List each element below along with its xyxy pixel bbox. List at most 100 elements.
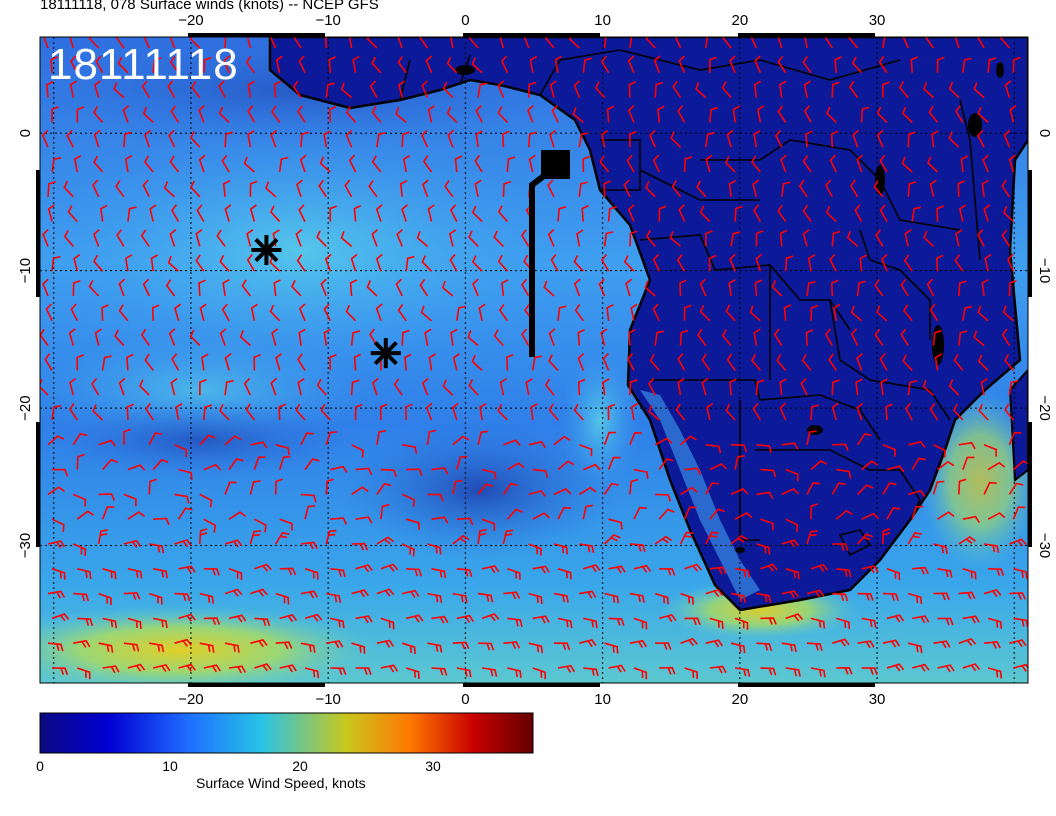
wind-barb <box>113 82 125 99</box>
wind-barb <box>547 179 555 198</box>
wind-barb <box>76 106 85 123</box>
wind-barb <box>955 105 964 123</box>
wind-barb <box>810 404 819 421</box>
wind-barb <box>850 179 859 198</box>
wind-barb <box>375 303 383 322</box>
wind-barb <box>751 155 762 173</box>
wind-barb <box>553 543 569 555</box>
wind-barb <box>124 155 133 173</box>
wind-barb <box>447 129 455 148</box>
wind-barb <box>224 588 243 597</box>
wind-barb <box>67 205 78 223</box>
wind-barb <box>190 131 201 148</box>
wind-barb <box>123 131 132 148</box>
lon-tick-label-top: −20 <box>178 12 203 29</box>
wind-barb <box>574 303 584 322</box>
wind-barb <box>958 204 967 222</box>
wind-barb <box>658 508 675 520</box>
wind-barb <box>543 280 555 297</box>
wind-barb <box>860 106 870 123</box>
wind-barb <box>475 105 483 123</box>
wind-barb <box>962 663 981 672</box>
wind-barb <box>577 353 585 371</box>
wind-barb <box>421 377 429 396</box>
wind-barb <box>1009 105 1017 123</box>
wind-barb <box>153 617 168 629</box>
wind-barb <box>653 55 661 74</box>
wind-barb <box>1004 80 1012 98</box>
wind-barb <box>168 129 176 148</box>
wind-barb <box>987 57 997 73</box>
wind-barb <box>352 55 360 73</box>
wind-barb <box>527 81 537 98</box>
wind-barb <box>1008 154 1016 173</box>
wind-barb <box>298 204 306 222</box>
wind-barbs <box>40 37 1028 680</box>
wind-barb <box>973 82 985 99</box>
wind-barb <box>169 55 180 74</box>
wind-barb <box>603 180 611 197</box>
wind-barb <box>922 379 935 396</box>
wind-barb <box>722 37 732 49</box>
wind-barb <box>169 155 180 173</box>
wind-barb <box>977 129 985 148</box>
wind-barb <box>351 642 366 654</box>
wind-barb <box>203 617 221 625</box>
wind-barb <box>911 457 926 471</box>
wind-barb <box>835 509 853 520</box>
wind-barb <box>901 156 913 173</box>
wind-barb <box>987 617 1003 629</box>
wind-barb <box>731 444 748 453</box>
wind-barb <box>320 403 331 421</box>
wind-barb <box>269 37 277 49</box>
wind-barb <box>649 129 656 148</box>
wind-barb <box>608 565 626 574</box>
wind-barb <box>171 353 180 371</box>
wind-barb <box>507 667 522 679</box>
wind-barb <box>118 278 126 297</box>
wind-barb <box>222 179 231 197</box>
wind-barb <box>705 402 714 421</box>
wind-barb <box>672 80 682 99</box>
wind-barb <box>178 663 196 672</box>
wind-barb <box>397 80 406 98</box>
lon-tick-label-top: 0 <box>461 12 469 29</box>
wind-barb <box>270 129 278 148</box>
wind-barb <box>780 154 787 173</box>
wind-barb <box>907 592 923 605</box>
wind-barb <box>604 533 621 545</box>
wind-barb <box>239 330 251 347</box>
wind-barb <box>481 613 500 622</box>
wind-barb <box>652 253 660 272</box>
wind-barb <box>781 488 800 496</box>
wind-barb <box>730 231 741 247</box>
wind-barb <box>169 228 177 247</box>
wind-barb <box>452 435 470 446</box>
wind-barb <box>475 130 483 148</box>
wind-barb <box>431 615 449 624</box>
wind-barb <box>705 132 715 148</box>
wind-barb <box>241 279 252 297</box>
wind-barb <box>824 328 833 346</box>
wind-barb <box>253 354 261 371</box>
lon-tick-label-bottom: 10 <box>594 691 611 708</box>
wind-barb <box>92 179 100 198</box>
wind-barb <box>882 639 901 648</box>
wind-barb <box>936 205 944 222</box>
wind-barb <box>806 482 821 495</box>
wind-barb <box>325 431 338 446</box>
wind-barb <box>886 507 901 520</box>
wind-barb <box>51 613 70 622</box>
wind-barb <box>427 204 435 222</box>
wind-barb <box>553 435 571 446</box>
wind-barb <box>502 529 514 545</box>
wind-barb <box>705 639 724 648</box>
wind-barb <box>265 181 277 198</box>
wind-barb <box>450 37 454 49</box>
wind-barb <box>405 518 421 530</box>
wind-barb <box>576 229 584 247</box>
wind-barb <box>330 465 348 473</box>
wind-barb <box>47 435 65 446</box>
wind-barb <box>962 615 980 624</box>
wind-barb <box>292 80 302 99</box>
